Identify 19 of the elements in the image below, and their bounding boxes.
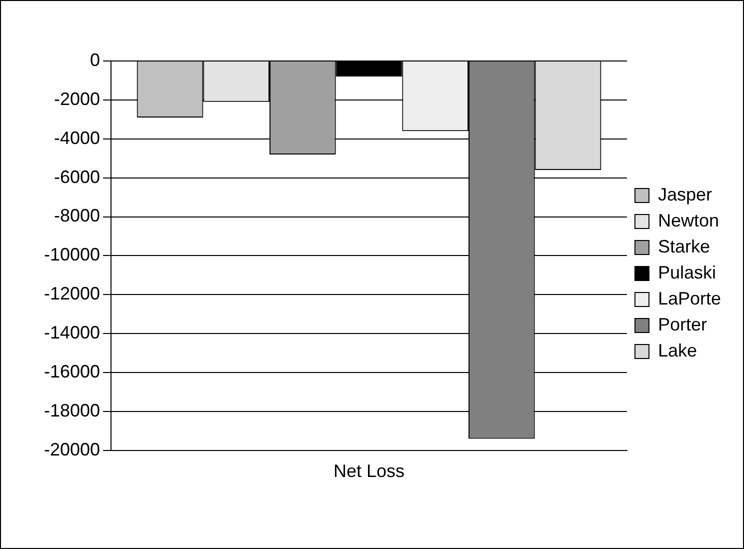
y-tick-label: -6000 xyxy=(54,166,100,187)
y-tick-label: -4000 xyxy=(54,128,100,148)
legend-label: Newton xyxy=(658,210,719,230)
y-tick-label: -2000 xyxy=(54,88,100,109)
legend-label: Pulaski xyxy=(658,262,716,282)
legend-label: Porter xyxy=(658,314,707,334)
legend-label: Starke xyxy=(658,236,710,256)
y-tick-label: 0 xyxy=(90,50,100,70)
y-tick-label: -20000 xyxy=(44,439,100,460)
y-tick-label: -8000 xyxy=(54,206,100,226)
y-tick-label: -16000 xyxy=(44,361,100,382)
legend-label: LaPorte xyxy=(658,288,722,308)
legend-label: Lake xyxy=(658,340,698,360)
y-tick-label: -12000 xyxy=(44,284,100,304)
y-tick-label: -18000 xyxy=(44,400,100,420)
legend-label: Jasper xyxy=(658,184,712,204)
x-tick-label: Net Loss xyxy=(333,461,405,482)
y-tick-label: -10000 xyxy=(44,244,100,265)
y-tick-label: -14000 xyxy=(44,322,100,343)
